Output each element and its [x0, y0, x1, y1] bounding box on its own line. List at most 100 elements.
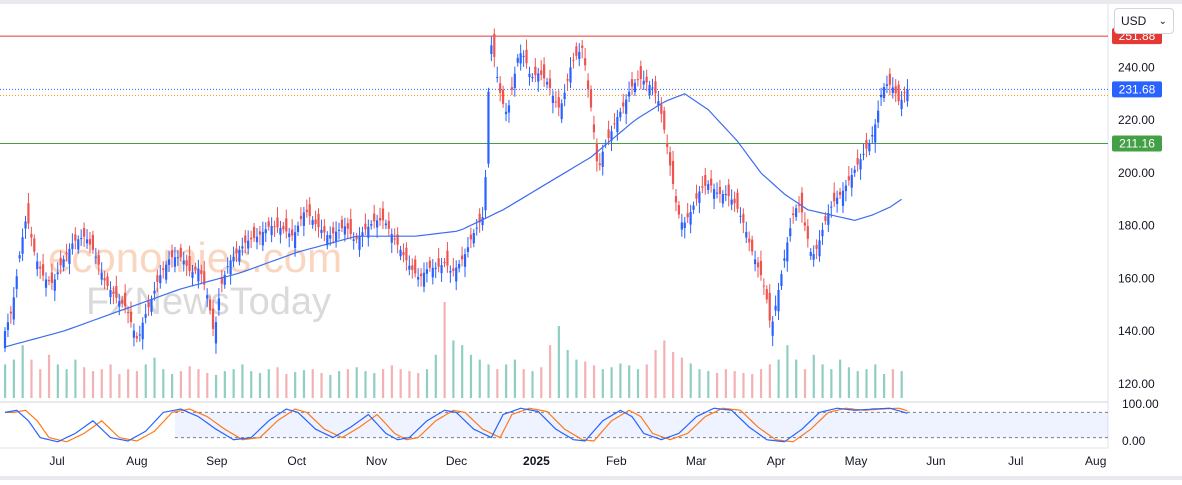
- candle-body: [868, 143, 871, 152]
- candle-body: [21, 237, 24, 254]
- candle-body: [247, 240, 250, 249]
- candle-body: [502, 89, 505, 104]
- candle-body: [903, 92, 906, 94]
- candle-body: [877, 110, 880, 123]
- candle-body: [258, 231, 262, 235]
- candle-body: [745, 231, 748, 238]
- volume-bar: [285, 374, 288, 398]
- candle-body: [361, 232, 364, 237]
- candle-body: [320, 229, 323, 234]
- candle-body: [891, 87, 894, 94]
- candle-body: [24, 221, 27, 229]
- candle-body: [381, 208, 385, 221]
- candle-body: [144, 313, 147, 318]
- volume-bar: [900, 371, 903, 398]
- volume-bar: [346, 369, 350, 398]
- candle-body: [179, 247, 182, 258]
- candle-body: [291, 229, 294, 236]
- candle-body: [475, 227, 478, 229]
- candle-body: [792, 213, 795, 216]
- candle-body: [170, 250, 174, 258]
- candle-body: [288, 233, 291, 237]
- top-border: [0, 0, 1182, 4]
- volume-bar: [795, 359, 798, 398]
- volume-bar: [144, 364, 147, 398]
- candle-body: [422, 272, 426, 287]
- candle-body: [241, 246, 244, 249]
- candle-body: [806, 226, 809, 239]
- candle-body: [419, 273, 423, 277]
- time-tick-label: Jun: [926, 454, 945, 468]
- candle-body: [499, 83, 502, 93]
- candle-body: [41, 264, 45, 276]
- candle-body: [669, 152, 672, 166]
- candle-body: [622, 102, 625, 107]
- stoch-tick-label: 0.00: [1122, 434, 1146, 448]
- candle-body: [279, 228, 282, 235]
- candle-body: [405, 247, 408, 261]
- volume-bar: [39, 369, 42, 398]
- candle-body: [68, 248, 71, 264]
- candle-body: [126, 312, 130, 314]
- candle-body: [830, 206, 833, 208]
- candle-body: [490, 45, 493, 55]
- volume-bar: [30, 359, 33, 398]
- candle-body: [85, 239, 89, 244]
- candle-body: [657, 101, 660, 106]
- candle-body: [874, 124, 877, 143]
- price-tick-label: 200.00: [1118, 166, 1155, 180]
- volume-bar: [47, 354, 51, 398]
- level-label: 231.68: [1119, 82, 1156, 96]
- candle-body: [836, 197, 839, 205]
- volume-bar: [294, 372, 297, 398]
- candle-body: [425, 269, 429, 274]
- candle-body: [827, 212, 830, 225]
- candle-body: [56, 272, 59, 275]
- candle-body: [62, 259, 65, 268]
- candle-body: [633, 82, 637, 93]
- currency-select[interactable]: USD ⌄: [1114, 8, 1174, 34]
- candle-body: [715, 192, 719, 194]
- candle-body: [109, 289, 112, 298]
- volume-bar: [680, 357, 684, 398]
- candle-body: [466, 247, 470, 252]
- candle-body: [443, 261, 446, 264]
- volume-bar: [724, 369, 727, 398]
- volume-bar: [4, 364, 7, 398]
- candle-body: [446, 250, 449, 266]
- candle-body: [449, 270, 452, 273]
- volume-bar: [610, 367, 613, 398]
- candle-body: [789, 228, 792, 237]
- candle-body: [255, 236, 259, 243]
- volume-bar: [628, 365, 631, 398]
- bottom-border: [0, 476, 1182, 480]
- candle-body: [390, 234, 393, 243]
- candle-body: [786, 242, 789, 262]
- volume-bar: [250, 371, 253, 398]
- stoch-tick-label: 100.00: [1122, 397, 1159, 411]
- volume-bar: [171, 374, 174, 398]
- candle-body: [689, 211, 692, 225]
- candle-body: [185, 260, 188, 266]
- candle-body: [727, 184, 730, 197]
- candle-body: [176, 257, 179, 259]
- candle-body: [537, 73, 540, 82]
- volume-bar: [759, 369, 763, 398]
- candle-body: [378, 217, 382, 221]
- candle-body: [115, 286, 118, 298]
- candle-body: [147, 301, 150, 308]
- candle-body: [165, 264, 168, 280]
- candle-body: [660, 104, 663, 114]
- price-tick-label: 140.00: [1118, 324, 1155, 338]
- time-tick-label: Jul: [49, 454, 64, 468]
- candle-body: [112, 291, 115, 294]
- candle-body: [504, 111, 508, 115]
- candle-body: [167, 259, 171, 265]
- candle-body: [739, 215, 742, 217]
- candle-body: [838, 191, 842, 196]
- candle-body: [654, 81, 657, 94]
- candle-body: [677, 205, 680, 215]
- candle-body: [663, 110, 666, 130]
